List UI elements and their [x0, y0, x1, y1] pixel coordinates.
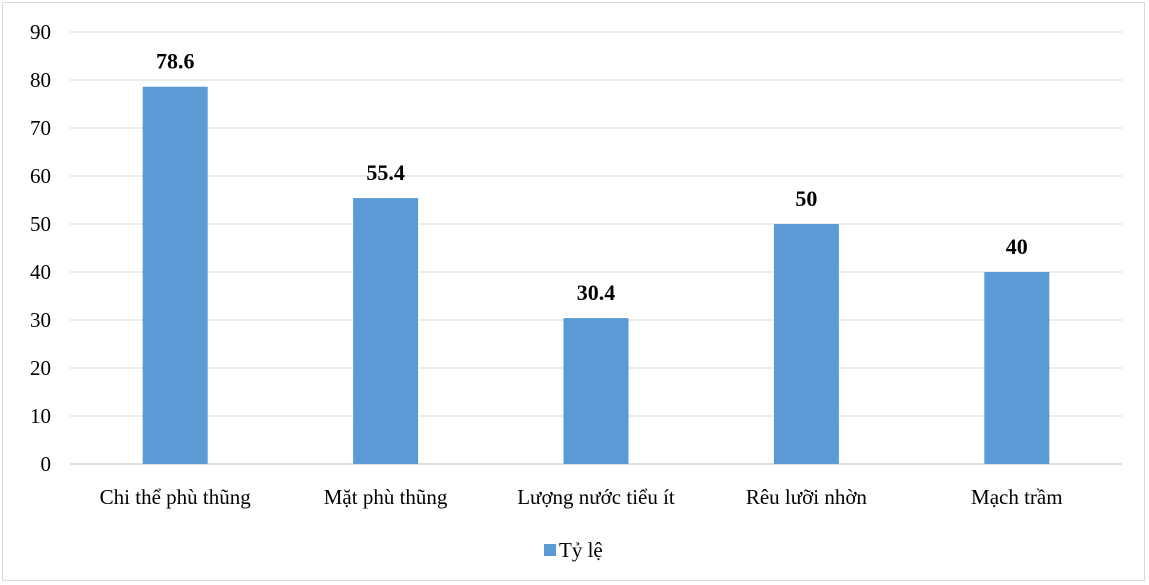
bar [142, 86, 208, 464]
bar [353, 198, 419, 464]
y-tick-label: 60 [30, 164, 51, 188]
data-label: 40 [1006, 234, 1028, 259]
data-label: 55.4 [366, 160, 405, 185]
y-tick-label: 50 [30, 212, 51, 236]
y-tick-label: 70 [30, 116, 51, 140]
y-tick-label: 10 [30, 404, 51, 428]
y-tick-label: 30 [30, 308, 51, 332]
bar [563, 318, 629, 464]
y-tick-label: 40 [30, 260, 51, 284]
x-category-label: Rêu lưỡi nhờn [746, 485, 868, 509]
y-tick-label: 20 [30, 356, 51, 380]
legend-label: Tỷ lệ [559, 538, 603, 562]
x-category-label: Lượng nước tiểu ít [517, 485, 675, 509]
y-tick-label: 80 [30, 68, 51, 92]
y-tick-label: 0 [41, 452, 52, 476]
legend-swatch [544, 544, 556, 556]
y-tick-label: 90 [30, 20, 51, 44]
data-label: 78.6 [156, 49, 195, 74]
data-label: 50 [795, 186, 817, 211]
x-category-label: Mạch trầm [971, 485, 1063, 509]
x-category-label: Chi thể phù thũng [100, 485, 252, 509]
x-category-label: Mặt phù thũng [324, 485, 448, 509]
bar [773, 224, 839, 464]
data-label: 30.4 [577, 280, 616, 305]
bar [984, 272, 1050, 464]
